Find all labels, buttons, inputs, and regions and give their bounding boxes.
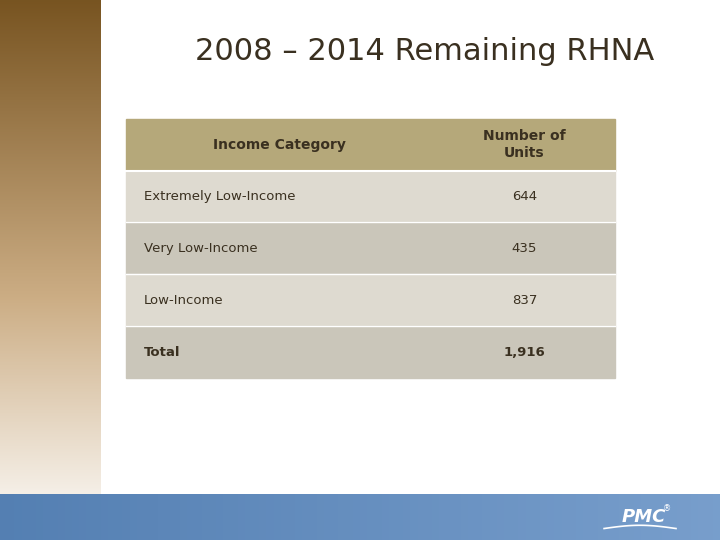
Text: ®: ® [663, 504, 672, 514]
Text: Extremely Low-Income: Extremely Low-Income [144, 190, 295, 203]
Bar [126, 171, 615, 222]
Bar [126, 119, 615, 171]
Text: 2008 – 2014 Remaining RHNA: 2008 – 2014 Remaining RHNA [194, 37, 654, 66]
Bar [126, 274, 615, 326]
Text: Income Category: Income Category [213, 138, 346, 152]
Text: 435: 435 [512, 242, 537, 255]
Bar [126, 222, 615, 274]
Text: Number of
Units: Number of Units [483, 129, 566, 160]
Text: PMC: PMC [621, 508, 666, 526]
Text: Very Low-Income: Very Low-Income [144, 242, 258, 255]
Text: Total: Total [144, 346, 180, 359]
Text: 644: 644 [512, 190, 537, 203]
Bar [126, 326, 615, 378]
Text: 1,916: 1,916 [503, 346, 545, 359]
Text: Low-Income: Low-Income [144, 294, 223, 307]
Text: 837: 837 [512, 294, 537, 307]
